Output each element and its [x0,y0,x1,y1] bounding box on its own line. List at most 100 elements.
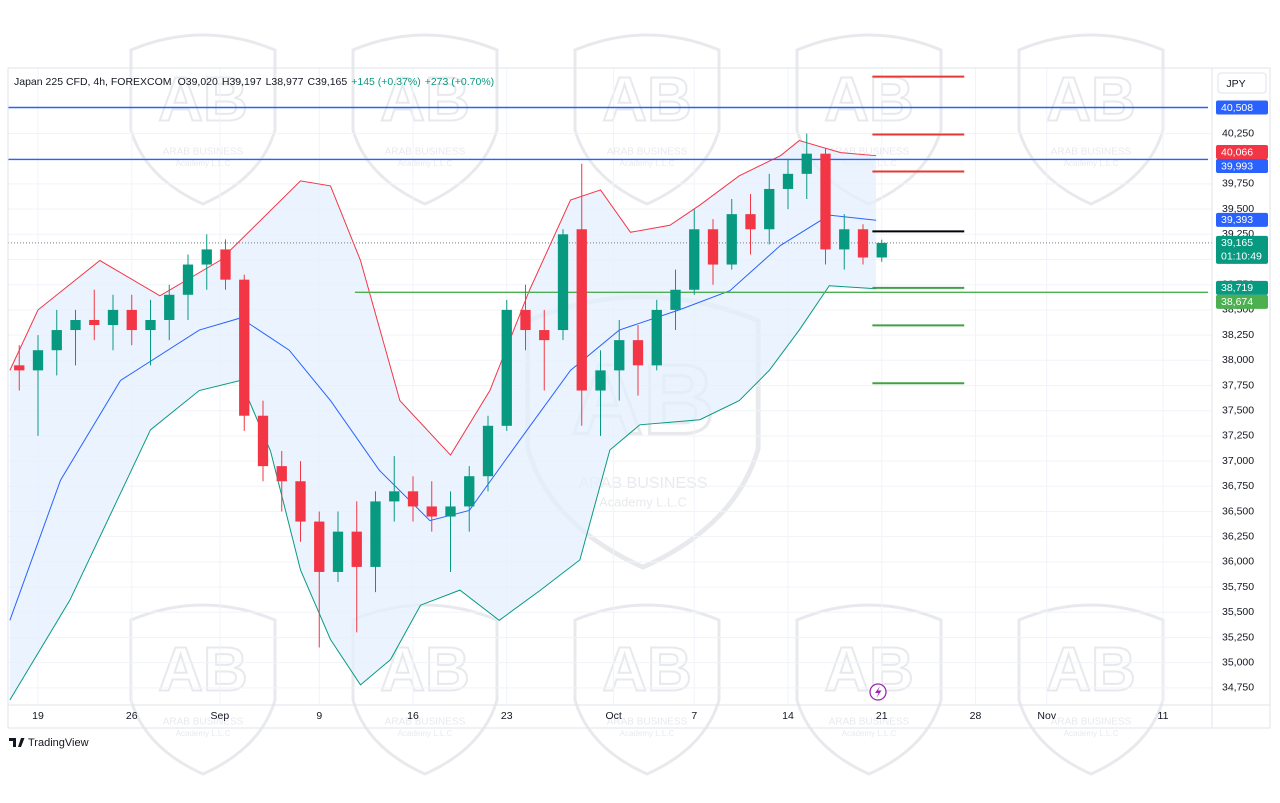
alert-icon[interactable] [869,683,887,701]
watermark-shield [129,603,277,776]
band-line [9,285,877,701]
chart-border [7,67,1271,729]
watermark-subtitle: Academy L.L.C [620,729,675,738]
watermark-logo: AB [602,65,692,134]
y-tick-label: 37,000 [1222,455,1254,467]
candle-body [782,173,794,189]
candle-body [539,330,550,341]
watermark-shield [129,33,277,206]
watermark-shield [573,603,721,776]
y-tick-label: 35,000 [1222,656,1254,668]
y-tick-label: 35,750 [1222,581,1254,593]
watermark-subtitle: Academy L.L.C [398,159,453,168]
candle-body [51,330,62,351]
watermark-logo: AB [1046,65,1136,134]
price-label-box [1216,280,1268,295]
watermark-brand: ARAB BUSINESS [607,147,688,158]
legend-value: C39,165 [308,76,348,88]
watermark-shield [351,33,499,206]
candle-body [820,153,831,250]
watermark-logo: AB [1046,635,1136,704]
watermark-logo: AB [380,65,470,134]
candle-body [745,214,756,230]
currency-box[interactable] [1217,72,1267,94]
watermark-subtitle: Academy L.L.C [1064,729,1119,738]
candle-body [445,506,456,517]
candle-body [689,229,700,290]
candle-body [407,491,419,507]
watermark-shield [1017,603,1165,776]
legend-value: +273 (+0.70%) [425,76,494,88]
candle-body [332,531,344,572]
currency-button[interactable]: JPY [1217,72,1267,94]
candle-body [801,153,812,174]
candle-body [14,365,25,371]
candle-body [520,309,531,331]
watermark-brand: ARAB BUSINESS [829,717,910,728]
candle-body [89,319,100,326]
tradingview-logo[interactable]: TradingView [9,737,89,749]
y-tick-label: 36,000 [1222,556,1254,568]
watermark-logo: AB [158,65,248,134]
x-tick-label: Sep [211,710,230,722]
tradingview-mark[interactable] [9,738,25,747]
candle-body [164,294,175,320]
y-tick-label: 37,250 [1222,430,1254,442]
x-tick-label: 9 [316,710,322,722]
y-tick-label: 39,500 [1222,203,1254,215]
tradingview-text[interactable]: TradingView [28,737,89,749]
price-label: 40,066 [1221,146,1253,158]
y-tick-label: 36,750 [1222,480,1254,492]
plot-area [8,75,1212,701]
y-tick-label: 37,750 [1222,379,1254,391]
price-label-box [1216,145,1268,160]
x-tick-label: 11 [1158,710,1169,722]
x-tick-label: Nov [1037,710,1056,722]
axes: 34,750 35,000 35,250 35,500 35,750 36,000 36,2… [32,127,1254,721]
candle-body [107,309,119,326]
price-label: 38,674 [1221,296,1253,308]
y-tick-label: 35,250 [1222,631,1254,643]
watermark-subtitle: Academy L.L.C [398,729,453,738]
currency[interactable]: JPY [1226,78,1245,90]
watermark-logo: AB [158,635,248,704]
frame [7,67,1271,729]
x-tick-label: 21 [876,710,888,722]
y-tick-label: 38,000 [1222,354,1254,366]
chart-header: Japan 225 CFD, 4h, FOREXCOM O39,020 H39,19… [14,76,494,88]
candle-body [707,229,719,265]
candle-body [239,279,250,416]
legend-value: O39,020 [178,76,218,88]
price-label: 40,508 [1221,102,1253,114]
price-label-box [1216,212,1268,227]
candle-body [614,340,625,371]
x-tick-label: 19 [32,710,44,722]
watermark-subtitle: Academy L.L.C [620,159,675,168]
candle-body [70,319,81,331]
watermark-brand: ARAB BUSINESS [1051,147,1132,158]
candle-body [595,370,606,391]
candle-body [182,264,194,295]
alert-bolt[interactable] [875,686,882,698]
legend-value: H39,197 [222,76,262,88]
x-tick-label: 23 [501,710,513,722]
x-tick-label: 26 [126,710,138,722]
y-tick-label: 34,750 [1222,682,1254,694]
candle-body [32,350,44,371]
watermark-logo: AB [824,635,914,704]
x-tick-label: Oct [605,710,621,722]
price-labels: 40,508 40,066 39,993 39,393 39,165 01:10:49 38… [1216,100,1268,309]
band-fill [9,140,877,700]
price-label: 39,393 [1221,214,1253,226]
candle-body [276,466,287,482]
price-label-box [1216,100,1268,115]
candle-body [464,476,475,507]
watermark-brand: ARAB BUSINESS [1051,717,1132,728]
